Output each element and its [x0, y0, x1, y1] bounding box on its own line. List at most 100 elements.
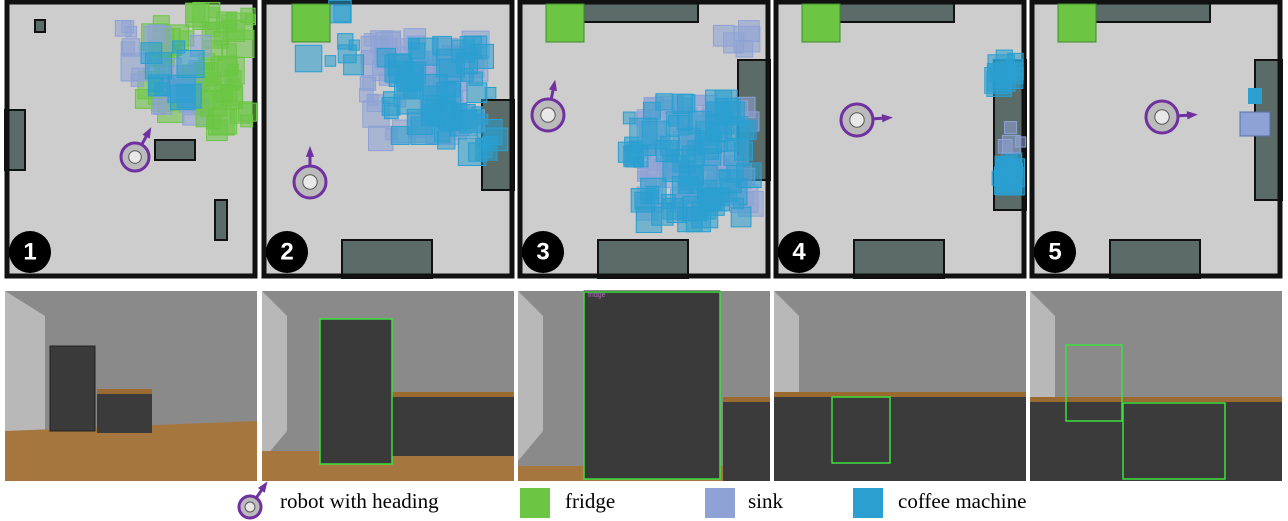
detection	[324, 55, 337, 67]
detection	[226, 63, 239, 76]
coffee-detection	[1248, 88, 1262, 104]
map-panel: 1	[4, 0, 258, 279]
detection	[482, 136, 498, 152]
furniture	[34, 19, 46, 33]
legend-swatch	[520, 488, 550, 518]
detection	[459, 109, 483, 134]
floor	[5, 421, 257, 481]
robot-arrowhead	[548, 79, 558, 92]
detection	[642, 101, 661, 120]
detection	[655, 140, 678, 163]
detection	[730, 206, 752, 228]
panel-badge	[9, 231, 51, 273]
legend-label: sink	[748, 489, 784, 513]
robot-body	[849, 112, 865, 128]
bounding-box	[583, 291, 721, 480]
detection	[723, 139, 750, 166]
detection	[1004, 121, 1018, 135]
detection	[396, 87, 424, 115]
map-panel: 5	[1029, 0, 1283, 279]
sink-detection	[1239, 111, 1271, 137]
detection	[172, 40, 186, 54]
map-wall	[517, 0, 771, 279]
legend-swatch	[853, 488, 883, 518]
fridge	[583, 290, 721, 480]
detection	[716, 97, 741, 123]
detection	[294, 44, 323, 73]
detection	[432, 35, 452, 56]
detection	[421, 73, 448, 101]
detection	[1005, 153, 1018, 165]
detection	[195, 109, 214, 128]
map-floor	[1030, 0, 1282, 278]
panel-badge	[1034, 231, 1076, 273]
side-wall	[262, 291, 287, 461]
detection	[1005, 69, 1019, 83]
counter	[1030, 401, 1282, 481]
detection	[630, 188, 656, 213]
furniture	[341, 239, 433, 279]
camera-view: fridge	[518, 290, 770, 481]
panel-badge	[522, 231, 564, 273]
legend-label: fridge	[565, 489, 615, 513]
map-wall	[4, 0, 258, 279]
detection	[622, 111, 636, 125]
detection	[240, 7, 256, 24]
detection	[343, 54, 364, 76]
detection	[348, 39, 360, 51]
detection	[382, 91, 396, 104]
robot-arrowhead	[142, 127, 152, 139]
detection	[457, 137, 487, 167]
box-label: fridge	[588, 292, 606, 299]
detection	[390, 126, 410, 145]
counter	[392, 396, 514, 456]
detection	[694, 94, 706, 106]
detection	[662, 198, 685, 220]
fridge-detection	[1057, 3, 1097, 43]
legend-label: robot with heading	[280, 489, 439, 513]
camera-view	[774, 291, 1026, 481]
side-wall	[5, 291, 45, 461]
detection	[632, 156, 645, 168]
detection	[238, 102, 258, 122]
detection	[192, 1, 221, 30]
detection	[121, 38, 141, 57]
fridge	[49, 345, 96, 432]
camera-view	[1030, 291, 1282, 481]
panel-badge	[778, 231, 820, 273]
legend-swatch	[705, 488, 735, 518]
side-wall	[518, 291, 543, 461]
furniture	[154, 139, 196, 161]
detection	[176, 83, 202, 109]
detection	[366, 94, 385, 113]
robot-arrowhead	[305, 146, 315, 157]
counter	[97, 393, 152, 433]
countertop	[1030, 397, 1282, 402]
robot-arrowhead	[257, 481, 268, 493]
detection	[694, 135, 719, 160]
detection	[437, 131, 456, 150]
detection	[114, 19, 132, 37]
map-panel: 4	[773, 0, 1027, 279]
robot-body	[540, 107, 556, 123]
panel-number: 5	[1048, 238, 1061, 265]
detection	[213, 31, 229, 47]
detection	[376, 47, 397, 68]
furniture	[853, 239, 945, 279]
detection	[176, 50, 205, 79]
panel-number: 4	[792, 238, 806, 265]
detection	[396, 65, 423, 92]
counter	[723, 401, 770, 481]
panel-number: 3	[536, 238, 549, 265]
detection	[735, 39, 754, 58]
detection	[221, 14, 236, 30]
detection	[466, 82, 488, 104]
map-panel: 2	[261, 0, 515, 279]
bounding-box	[1065, 344, 1123, 422]
fridge-detection	[291, 3, 331, 43]
detection	[147, 76, 164, 93]
map-wall	[1029, 0, 1283, 279]
furniture	[214, 199, 228, 241]
legend-label: coffee machine	[898, 489, 1026, 513]
